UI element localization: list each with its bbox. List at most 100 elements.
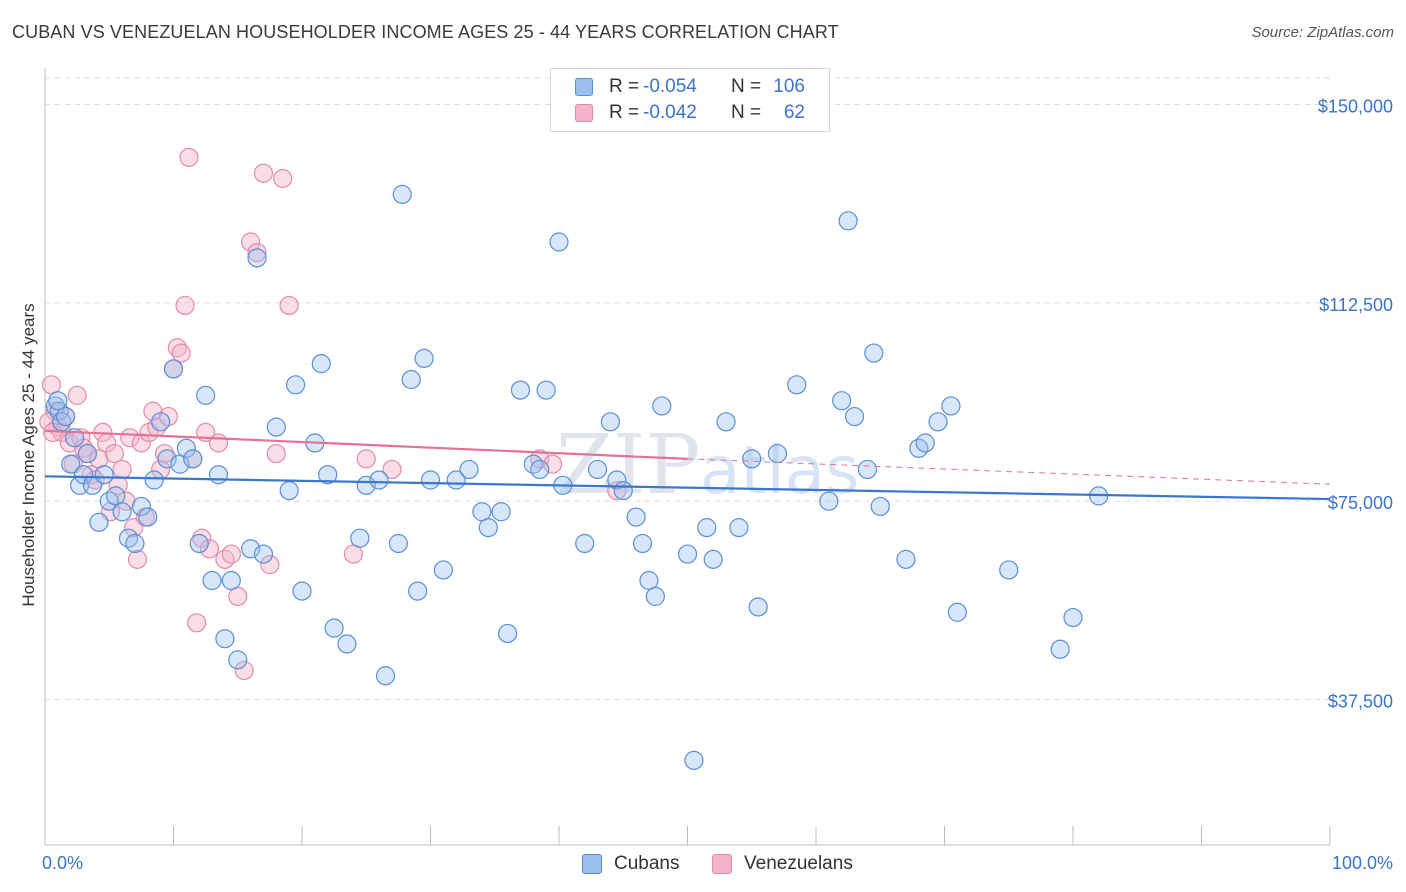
cuban-point bbox=[401, 369, 421, 390]
cuban-point bbox=[388, 533, 408, 554]
cuban-point bbox=[498, 623, 518, 644]
venezuelan-point bbox=[171, 343, 191, 363]
cuban-point bbox=[350, 528, 370, 548]
venezuelan-point bbox=[116, 491, 136, 511]
venezuelan-point bbox=[167, 338, 187, 358]
axes bbox=[44, 68, 1331, 846]
cuban-point bbox=[241, 539, 261, 559]
cuban-point bbox=[478, 518, 498, 538]
watermark-zip: ZIP bbox=[556, 418, 701, 513]
chart-title: CUBAN VS VENEZUELAN HOUSEHOLDER INCOME A… bbox=[12, 22, 839, 42]
cubans-label: Cubans bbox=[614, 853, 680, 874]
cuban-point bbox=[864, 343, 884, 363]
cuban-point bbox=[536, 380, 556, 400]
venezuelans-trend-line bbox=[44, 429, 688, 460]
venezuelans-label: Venezuelans bbox=[744, 853, 853, 874]
trend-lines bbox=[44, 429, 1331, 501]
cuban-point bbox=[510, 380, 531, 400]
cuban-point bbox=[607, 470, 627, 490]
cuban-point bbox=[549, 232, 569, 252]
cuban-point bbox=[909, 438, 929, 458]
cuban-point bbox=[285, 375, 306, 395]
venezuelan-point bbox=[542, 454, 563, 474]
cuban-point bbox=[947, 602, 967, 622]
cuban-point bbox=[375, 666, 396, 686]
cuban-point bbox=[652, 396, 672, 416]
cuban-point bbox=[420, 470, 441, 490]
venezuelan-point bbox=[208, 433, 229, 453]
venezuelan-point bbox=[247, 242, 267, 263]
venezuelan-point bbox=[234, 660, 254, 681]
venezuelan-point bbox=[215, 549, 235, 569]
cuban-point bbox=[915, 433, 935, 453]
x-tick-label-min: 0.0% bbox=[42, 853, 83, 873]
cuban-point bbox=[99, 491, 119, 511]
cuban-point bbox=[832, 391, 852, 411]
legend-n-label: N = bbox=[731, 76, 762, 97]
cuban-point bbox=[112, 502, 132, 522]
legend-r-label: R = bbox=[609, 76, 640, 97]
cuban-point bbox=[266, 417, 286, 437]
cuban-point bbox=[157, 449, 177, 469]
cuban-point bbox=[318, 465, 338, 485]
venezuelan-point bbox=[260, 555, 280, 575]
cuban-point bbox=[632, 533, 653, 554]
venezuelan-point bbox=[253, 163, 274, 183]
cuban-point bbox=[491, 502, 511, 522]
venezuelan-point bbox=[192, 528, 212, 548]
cuban-point bbox=[189, 533, 209, 554]
cuban-point bbox=[844, 406, 865, 427]
cuban-point bbox=[999, 560, 1019, 580]
venezuelan-point bbox=[179, 147, 199, 167]
x-tick-label-max: 100.0% bbox=[1332, 853, 1393, 873]
venezuelan-point bbox=[356, 449, 376, 469]
legend-n-label: N = bbox=[731, 102, 762, 123]
venezuelan-point bbox=[273, 168, 293, 189]
venezuelan-point bbox=[279, 295, 299, 316]
cuban-point bbox=[1063, 607, 1083, 628]
cuban-point bbox=[356, 475, 376, 495]
venezuelan-point bbox=[143, 401, 163, 421]
venezuelan-point bbox=[85, 470, 105, 490]
cuban-point bbox=[857, 459, 878, 480]
legend-n-value: 106 bbox=[773, 76, 805, 97]
cuban-point bbox=[626, 507, 646, 527]
cuban-point bbox=[247, 248, 267, 268]
venezuelan-point bbox=[530, 449, 550, 469]
legend-swatch-cubans bbox=[575, 78, 593, 96]
tick-labels: $37,500 $75,000 $112,500 $150,000 0.0% 100.0% bbox=[42, 96, 1393, 873]
watermark: ZIP atlas bbox=[556, 418, 860, 513]
venezuelans-swatch bbox=[712, 854, 732, 874]
venezuelan-point bbox=[266, 443, 286, 464]
cuban-point bbox=[433, 560, 453, 580]
venezuelan-point bbox=[154, 443, 175, 464]
legend-swatch-venezuelans bbox=[575, 104, 593, 122]
cuban-point bbox=[838, 211, 858, 231]
venezuelan-point bbox=[221, 544, 241, 564]
cuban-point bbox=[311, 354, 331, 374]
cuban-point bbox=[94, 465, 114, 485]
legend-row-cubans: R = -0.054 N = 106 bbox=[551, 75, 829, 101]
cuban-point bbox=[48, 391, 68, 411]
venezuelan-point bbox=[120, 428, 140, 448]
cuban-point bbox=[697, 518, 717, 538]
cuban-point bbox=[819, 491, 839, 511]
cuban-point bbox=[870, 496, 890, 517]
cuban-point bbox=[208, 465, 229, 485]
cuban-point bbox=[176, 438, 196, 458]
cuban-point bbox=[729, 518, 749, 538]
venezuelan-point bbox=[382, 459, 402, 480]
cuban-point bbox=[941, 396, 961, 416]
cuban-point bbox=[414, 348, 434, 368]
cuban-point bbox=[530, 459, 550, 480]
cubans-trend-line bbox=[44, 475, 1331, 501]
cuban-point bbox=[77, 443, 98, 464]
bottom-legend: Cubans Venezuelans bbox=[0, 852, 1406, 878]
y-tick-label: $75,000 bbox=[1328, 493, 1393, 513]
series-cubans bbox=[45, 184, 1109, 770]
cuban-point bbox=[279, 480, 299, 501]
series-venezuelans bbox=[39, 147, 627, 681]
cuban-point bbox=[613, 480, 633, 501]
cuban-point bbox=[703, 549, 723, 569]
